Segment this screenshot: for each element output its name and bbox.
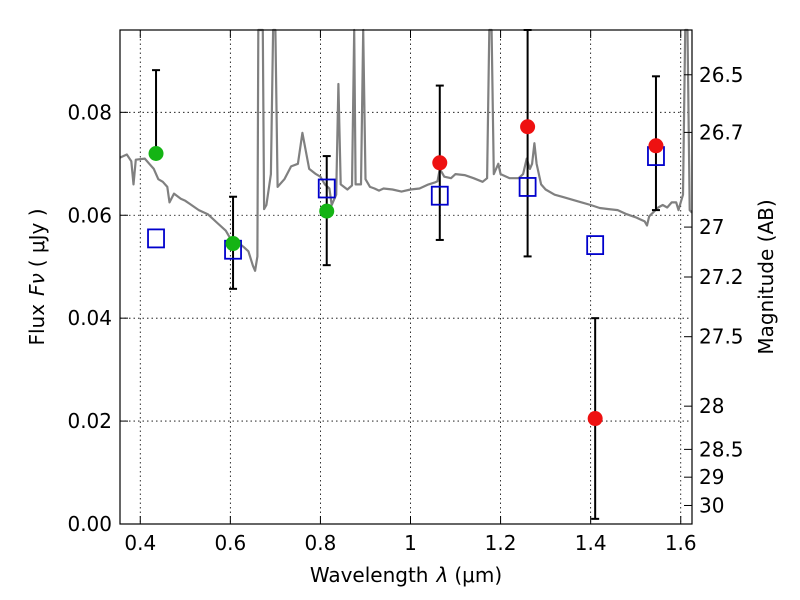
right-tick-label: 29 bbox=[699, 465, 724, 489]
plot-area bbox=[119, 28, 693, 520]
y-tick-label: 0.08 bbox=[67, 100, 112, 124]
y-axis-title: FluxFν( μJy ) bbox=[25, 208, 49, 345]
x-axis-title: Wavelength λ (μm) bbox=[310, 563, 502, 587]
observed-point-red bbox=[432, 155, 448, 171]
model-point bbox=[586, 235, 605, 255]
right-tick-label: 30 bbox=[699, 493, 724, 517]
x-tick-label: 0.4 bbox=[124, 531, 156, 555]
observed-point-red bbox=[648, 138, 664, 154]
observed-points bbox=[148, 119, 664, 427]
x-tick-label: 0.8 bbox=[305, 531, 337, 555]
right-tick-label: 27.5 bbox=[699, 325, 744, 349]
x-tick-label: 1 bbox=[404, 531, 417, 555]
right-axis-ticks: 26.5 26.7 27 27.2 27.5 28 28.5 29 30 bbox=[684, 63, 744, 517]
right-tick-label: 28 bbox=[699, 394, 724, 418]
model-point bbox=[317, 178, 336, 199]
model-point bbox=[518, 177, 537, 197]
spectrum-line bbox=[119, 28, 693, 272]
right-tick-label: 27 bbox=[699, 215, 724, 239]
right-tick-label: 26.5 bbox=[699, 63, 744, 87]
x-axis-ticks: 0.4 0.6 0.8 1 1.2 1.4 1.6 bbox=[124, 30, 697, 555]
observed-point-green bbox=[319, 203, 335, 219]
observed-point-green bbox=[148, 146, 164, 161]
x-tick-label: 0.6 bbox=[214, 531, 246, 555]
right-tick-label: 26.7 bbox=[699, 120, 744, 144]
x-tick-label: 1.6 bbox=[665, 531, 697, 555]
right-tick-label: 27.2 bbox=[699, 265, 744, 289]
y-axis-ticks: 0.00 0.02 0.04 0.06 0.08 bbox=[67, 100, 128, 536]
right-axis-title: Magnitude (AB) bbox=[754, 199, 778, 354]
right-tick-label: 28.5 bbox=[699, 437, 744, 461]
observed-point-red bbox=[520, 119, 536, 135]
model-point bbox=[430, 185, 449, 206]
y-tick-label: 0.00 bbox=[67, 512, 112, 536]
observed-point-green bbox=[225, 236, 241, 252]
x-tick-label: 1.2 bbox=[485, 531, 517, 555]
model-point bbox=[147, 228, 165, 249]
observed-point-red bbox=[587, 411, 603, 427]
x-tick-label: 1.4 bbox=[575, 531, 607, 555]
y-tick-label: 0.02 bbox=[67, 409, 112, 433]
y-tick-label: 0.06 bbox=[67, 203, 112, 227]
y-tick-label: 0.04 bbox=[67, 306, 112, 330]
